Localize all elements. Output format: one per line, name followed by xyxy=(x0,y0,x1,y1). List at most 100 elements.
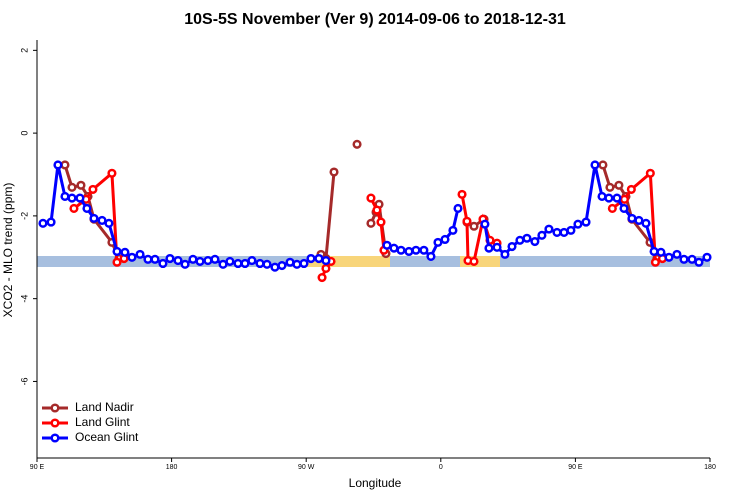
point xyxy=(135,249,145,259)
point xyxy=(566,225,576,235)
point xyxy=(597,191,607,201)
point xyxy=(687,254,697,264)
point xyxy=(605,182,615,192)
point xyxy=(372,205,382,215)
point xyxy=(462,216,472,226)
point xyxy=(469,221,479,231)
point xyxy=(292,259,302,269)
point xyxy=(314,253,324,264)
point xyxy=(112,246,122,257)
point xyxy=(262,259,272,269)
point xyxy=(544,224,554,234)
x-tick-label: 90 W xyxy=(298,464,315,471)
point xyxy=(559,227,569,237)
point xyxy=(645,168,655,178)
y-tick-label: 2 xyxy=(19,48,29,53)
point xyxy=(321,256,331,266)
point xyxy=(694,257,704,267)
point xyxy=(67,193,77,203)
point xyxy=(247,256,257,266)
point xyxy=(411,245,421,255)
point xyxy=(537,230,547,240)
legend-label: Land Glint xyxy=(75,415,130,429)
y-tick-label: -4 xyxy=(19,295,29,303)
legend-marker xyxy=(50,403,60,413)
land-strip xyxy=(307,256,390,267)
point xyxy=(612,193,622,203)
point xyxy=(581,217,591,227)
point xyxy=(165,253,175,264)
point xyxy=(195,256,205,266)
point xyxy=(233,258,243,269)
point xyxy=(453,203,463,213)
point xyxy=(627,213,637,223)
x-tick-label: 90 E xyxy=(30,464,45,471)
point xyxy=(321,263,331,274)
x-axis-label: Longitude xyxy=(349,476,402,490)
point xyxy=(188,254,198,264)
point xyxy=(607,203,617,213)
point xyxy=(448,225,458,235)
point xyxy=(210,254,220,264)
point xyxy=(500,249,510,259)
point xyxy=(143,254,153,264)
legend-label: Ocean Glint xyxy=(75,430,139,444)
point xyxy=(376,217,386,227)
point xyxy=(240,258,250,269)
point xyxy=(203,256,213,266)
point xyxy=(112,257,122,267)
point xyxy=(306,253,316,264)
point xyxy=(515,235,525,245)
point xyxy=(507,241,517,252)
point xyxy=(604,193,614,203)
point xyxy=(404,246,414,257)
point xyxy=(76,180,86,190)
point xyxy=(329,167,339,177)
point xyxy=(433,237,443,247)
point xyxy=(89,213,99,223)
point xyxy=(552,227,562,237)
y-tick-label: -2 xyxy=(19,212,29,220)
point xyxy=(530,237,540,247)
point xyxy=(60,160,70,170)
y-axis-label: XCO2 - MLO trend (ppm) xyxy=(1,183,15,318)
point xyxy=(46,217,56,227)
x-tick-label: 180 xyxy=(166,464,178,471)
point xyxy=(389,243,399,253)
point xyxy=(88,184,98,194)
y-tick-label: 0 xyxy=(19,131,29,136)
point xyxy=(426,251,436,261)
point xyxy=(649,246,659,257)
point xyxy=(366,193,376,203)
x-tick-label: 0 xyxy=(439,464,443,471)
point xyxy=(255,258,265,269)
point xyxy=(598,160,608,170)
legend-label: Land Nadir xyxy=(75,400,134,414)
point xyxy=(619,203,629,213)
point xyxy=(440,234,450,245)
point xyxy=(480,219,490,229)
point xyxy=(419,245,429,255)
point xyxy=(38,218,48,228)
point xyxy=(127,252,137,262)
point xyxy=(469,256,479,266)
series-line xyxy=(63,164,659,262)
point xyxy=(218,259,228,269)
point xyxy=(366,218,376,228)
point xyxy=(75,193,85,203)
point xyxy=(573,219,583,229)
chart-title: 10S-5S November (Ver 9) 2014-09-06 to 20… xyxy=(184,11,566,28)
point xyxy=(107,168,117,178)
point xyxy=(82,203,92,213)
point xyxy=(352,139,362,149)
point xyxy=(634,215,644,225)
point xyxy=(650,257,660,267)
y-tick-label: -6 xyxy=(19,377,29,385)
land-strip xyxy=(460,256,500,267)
point xyxy=(492,242,502,252)
point xyxy=(120,247,130,257)
point xyxy=(299,258,309,269)
point xyxy=(614,180,624,190)
point xyxy=(641,218,651,228)
